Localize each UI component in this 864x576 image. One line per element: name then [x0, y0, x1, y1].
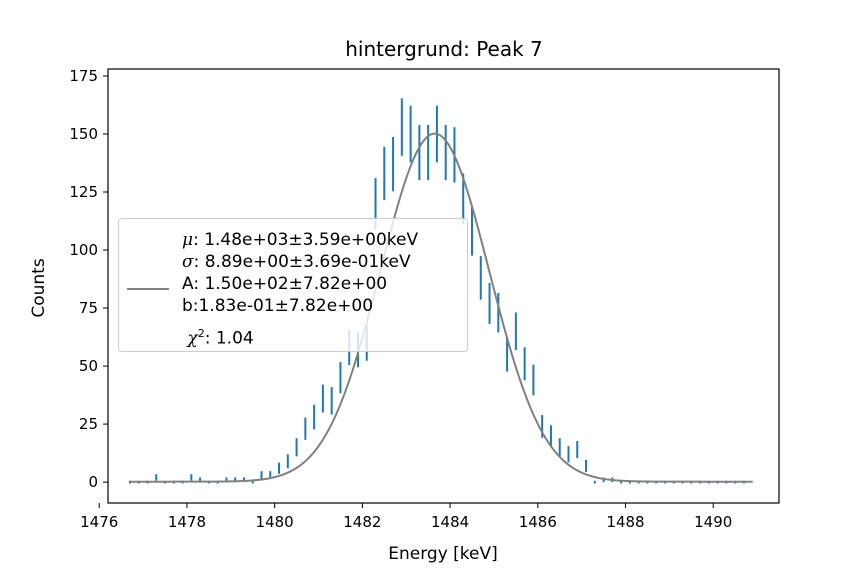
legend-chi-squared: χ2: 1.04: [187, 327, 254, 349]
legend-background: b:1.83e-01±7.82e+00: [182, 296, 374, 316]
legend-mu: μ: 1.48e+03±3.59e+00keV: [182, 230, 419, 250]
y-axis: 0 25 50 75 100 125 150 175: [69, 67, 108, 491]
y-tick-label: 150: [69, 125, 98, 143]
chart-title: hintergrund: Peak 7: [345, 37, 543, 61]
x-tick-label: 1478: [168, 513, 206, 531]
x-axis: 1476 1478 1480 1482 1484 1486 1488 1490: [80, 503, 732, 531]
x-tick-label: 1486: [519, 513, 557, 531]
x-tick-label: 1488: [606, 513, 644, 531]
y-tick-label: 100: [69, 241, 98, 259]
x-tick-label: 1484: [431, 513, 469, 531]
legend-sigma: σ: 8.89e+00±3.69e-01keV: [182, 252, 411, 272]
y-tick-label: 125: [69, 183, 98, 201]
y-axis-label: Counts: [29, 258, 49, 317]
y-tick-label: 0: [88, 473, 98, 491]
y-tick-label: 50: [79, 357, 98, 375]
axes-frame: [107, 68, 780, 504]
y-tick-label: 75: [79, 299, 98, 317]
y-tick-label: 175: [69, 67, 98, 85]
legend-fit-line: [127, 288, 169, 290]
x-tick-label: 1476: [80, 513, 118, 531]
x-tick-label: 1482: [343, 513, 381, 531]
x-tick-label: 1480: [256, 513, 294, 531]
fit-curve: [129, 132, 753, 483]
legend-amplitude: A: 1.50e+02±7.82e+00: [182, 274, 388, 294]
x-axis-label: Energy [keV]: [388, 544, 498, 564]
x-tick-label: 1490: [694, 513, 732, 531]
legend: μ: 1.48e+03±3.59e+00keV σ: 8.89e+00±3.69…: [118, 218, 468, 352]
y-tick-label: 25: [79, 415, 98, 433]
legend-text: μ: 1.48e+03±3.59e+00keV σ: 8.89e+00±3.69…: [182, 229, 419, 349]
plot-area: [128, 98, 753, 484]
